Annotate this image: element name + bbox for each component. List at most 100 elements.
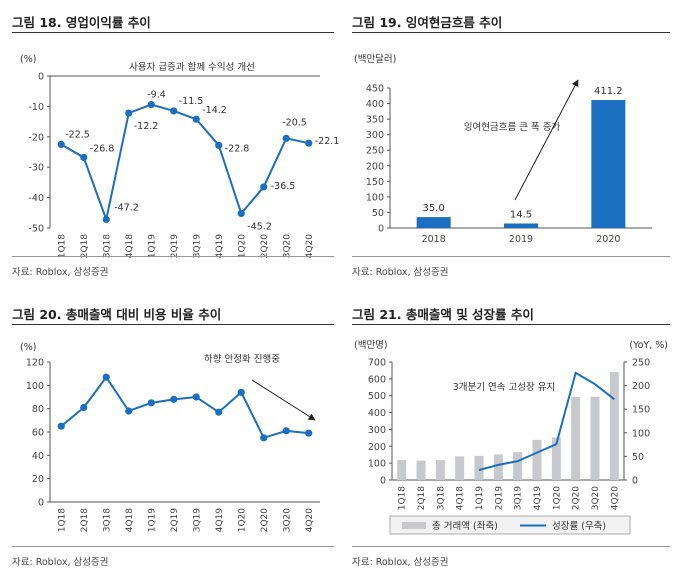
y-tick-label: -30 xyxy=(28,163,44,174)
x-tick-label: 2018 xyxy=(422,234,446,245)
x-tick-label: 2Q19 xyxy=(170,234,180,259)
data-label: 35.0 xyxy=(423,203,445,214)
growth-line xyxy=(478,371,615,472)
panel-title: 그림 19. 잉여현금흐름 추이 xyxy=(352,15,503,30)
x-tick-label: 3Q19 xyxy=(514,486,524,511)
y-tick-label: 0 xyxy=(38,72,44,83)
data-point xyxy=(260,434,268,442)
x-tick-label: 1Q20 xyxy=(237,234,247,259)
x-tick-label: 3Q18 xyxy=(436,486,446,511)
y-tick-label: 20 xyxy=(32,474,44,485)
data-point xyxy=(102,215,110,224)
x-tick-label: 1Q18 xyxy=(57,508,67,533)
y-tick-label: 100 xyxy=(366,192,384,203)
y-axis-unit-left: (백만명) xyxy=(354,340,388,351)
x-tick-label: 3Q20 xyxy=(282,508,292,533)
bookings-growth-chart: (백만명) (YoY, %) 0 100 200 300 400 500 600 700 0 50 10… xyxy=(354,340,668,535)
trend-arrow xyxy=(514,79,579,201)
x-tick-label: 1Q18 xyxy=(398,486,408,511)
y-tick-label: -10 xyxy=(28,102,44,113)
y-tick-label: 50 xyxy=(372,208,384,219)
y-tick-label: 0 xyxy=(378,224,384,235)
y-axis-unit-right: (YoY, %) xyxy=(629,340,668,351)
source-rule xyxy=(12,546,334,547)
x-tick-label: 4Q19 xyxy=(215,234,225,259)
y-axis-unit: (백만달러) xyxy=(354,53,396,65)
y-tick-label: 100 xyxy=(26,381,44,392)
x-tick-label: 1Q19 xyxy=(475,486,485,511)
x-tick-label: 2Q18 xyxy=(417,486,427,511)
data-point xyxy=(282,427,290,435)
chart-annotation: 사용자 급증과 함께 수익성 개선 xyxy=(129,61,255,73)
y-tick-label-right: 100 xyxy=(632,428,650,439)
x-tick-label: 3Q20 xyxy=(282,234,292,259)
chart-annotation: 하향 안정화 진행중 xyxy=(204,353,280,365)
x-tick-label: 2020 xyxy=(596,234,620,245)
y-tick-label: 120 xyxy=(26,358,44,369)
x-tick-label: 1Q19 xyxy=(147,234,157,259)
bookings-bar xyxy=(513,452,523,480)
y-tick-label-right: 50 xyxy=(632,452,644,463)
y-tick-label-left: 0 xyxy=(380,476,386,487)
y-tick-label-left: 500 xyxy=(368,391,386,402)
y-tick-label: 300 xyxy=(366,130,384,141)
x-tick-label: 1Q18 xyxy=(57,234,67,259)
data-point xyxy=(102,373,110,381)
panel-cost-ratio: 그림 20. 총매출액 대비 비용 비율 추이 (%) 0 20 40 60 80 100 1… xyxy=(12,304,334,572)
x-tick-label: 3Q20 xyxy=(591,486,601,511)
title-rule xyxy=(12,324,334,325)
data-label: -20.5 xyxy=(282,117,307,128)
data-label: -45.2 xyxy=(247,221,272,232)
chart-annotation: 잉여현금흐름 큰 폭 증가 xyxy=(464,121,561,133)
source-rule xyxy=(12,256,334,257)
y-tick-label: 150 xyxy=(366,177,384,188)
y-tick-label: 80 xyxy=(32,404,44,415)
y-tick-label: -50 xyxy=(28,224,44,235)
data-point xyxy=(125,407,133,415)
x-tick-label: 4Q19 xyxy=(533,486,543,511)
source-rule xyxy=(352,546,670,547)
y-tick-label-right: 200 xyxy=(632,381,650,392)
y-tick-label-left: 600 xyxy=(368,374,386,385)
trend-arrow xyxy=(251,379,316,421)
x-tick-label: 4Q20 xyxy=(610,486,620,511)
bookings-bar xyxy=(493,454,503,480)
x-tick-label: 3Q19 xyxy=(192,234,202,259)
bookings-bar xyxy=(609,372,619,480)
x-tick-label: 1Q20 xyxy=(552,486,562,511)
bookings-bar xyxy=(416,460,426,480)
legend-box xyxy=(389,515,631,535)
bookings-bar xyxy=(435,460,445,480)
bookings-bar xyxy=(532,439,542,480)
y-tick-label-left: 300 xyxy=(368,425,386,436)
x-tick-label: 2Q20 xyxy=(260,508,270,533)
x-tick-label: 3Q19 xyxy=(192,508,202,533)
y-tick-label: -20 xyxy=(28,132,44,143)
data-label: -36.5 xyxy=(271,181,296,192)
x-tick-label: 2Q19 xyxy=(494,486,504,511)
bookings-bar xyxy=(590,396,600,480)
panel-title: 그림 21. 총매출액 및 성장률 추이 xyxy=(352,307,534,322)
bookings-bar xyxy=(551,437,561,480)
x-tick-label: 3Q18 xyxy=(102,234,112,259)
data-point xyxy=(192,393,200,401)
fcf-bar xyxy=(416,217,451,228)
x-tick-label: 2019 xyxy=(509,234,533,245)
y-tick-label-left: 700 xyxy=(368,358,386,369)
x-tick-label: 4Q20 xyxy=(305,234,315,259)
bookings-bar xyxy=(455,456,465,480)
chart-annotation: 3개분기 연속 고성장 유지 xyxy=(453,382,556,393)
data-point xyxy=(170,395,178,403)
x-tick-label: 2Q18 xyxy=(80,234,90,259)
panel-free-cash-flow: 그림 19. 잉여현금흐름 추이 (백만달러) 0 50 100 150 200 250 30… xyxy=(352,12,670,282)
x-tick-label: 1Q19 xyxy=(147,508,157,533)
data-label: -12.2 xyxy=(134,121,159,132)
data-point xyxy=(215,141,223,149)
cost-ratio-chart: (%) 0 20 40 60 80 100 120 1Q18 2Q18 3Q18 4Q18 1Q19 2Q… xyxy=(20,342,320,533)
data-label: -47.2 xyxy=(114,202,139,213)
y-tick-label: 0 xyxy=(38,498,44,509)
fcf-bar xyxy=(591,100,626,228)
y-tick-label-left: 400 xyxy=(368,408,386,419)
bookings-bar xyxy=(397,460,407,480)
operating-margin-chart: (%) 사용자 급증과 함께 수익성 개선 0 -10 -20 -30 -40 -50 1Q18… xyxy=(20,54,339,259)
